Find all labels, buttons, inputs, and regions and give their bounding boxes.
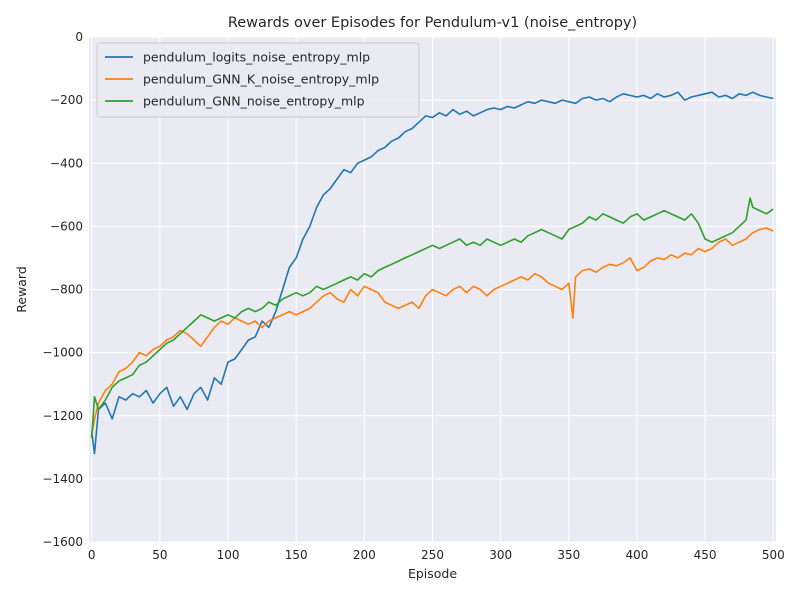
legend-entry: pendulum_GNN_K_noise_entropy_mlp bbox=[143, 72, 379, 87]
y-tick-label: −1000 bbox=[42, 346, 83, 360]
chart-title: Rewards over Episodes for Pendulum-v1 (n… bbox=[228, 15, 637, 31]
x-axis-label: Episode bbox=[408, 566, 457, 581]
legend-entry: pendulum_GNN_noise_entropy_mlp bbox=[143, 94, 365, 109]
legend: pendulum_logits_noise_entropy_mlppendulu… bbox=[96, 42, 420, 118]
series-line-1 bbox=[90, 91, 774, 455]
y-tick-label: −200 bbox=[50, 93, 83, 107]
y-axis-label: Reward bbox=[14, 266, 29, 313]
x-tick-label: 50 bbox=[152, 548, 167, 562]
legend-box bbox=[96, 42, 420, 118]
y-tick-label: −1600 bbox=[42, 535, 83, 549]
x-tick-label: 0 bbox=[88, 548, 96, 562]
y-tick-label: −800 bbox=[50, 283, 83, 297]
x-tick-label: 200 bbox=[353, 548, 376, 562]
x-tick-label: 350 bbox=[557, 548, 580, 562]
y-tick-label: −400 bbox=[50, 156, 83, 170]
legend-entry: pendulum_logits_noise_entropy_mlp bbox=[143, 50, 370, 65]
y-tick-label: −600 bbox=[50, 219, 83, 233]
y-tick-label: −1400 bbox=[42, 472, 83, 486]
x-tick-label: 150 bbox=[285, 548, 308, 562]
x-tick-label: 300 bbox=[489, 548, 512, 562]
x-tick-label: 500 bbox=[762, 548, 785, 562]
y-tick-label: 0 bbox=[75, 30, 83, 44]
grid-lines bbox=[89, 36, 776, 543]
x-tick-label: 250 bbox=[421, 548, 444, 562]
x-tick-label: 450 bbox=[694, 548, 717, 562]
series-line-2 bbox=[90, 227, 774, 435]
y-tick-label: −1200 bbox=[42, 409, 83, 423]
series-line-3 bbox=[90, 197, 774, 438]
axis-ticks: 0 50 100 150 200 250 300 350 400 450 500 −1600 −1400… bbox=[42, 30, 784, 562]
series-lines bbox=[90, 91, 774, 455]
x-tick-label: 400 bbox=[626, 548, 649, 562]
x-tick-label: 100 bbox=[217, 548, 240, 562]
